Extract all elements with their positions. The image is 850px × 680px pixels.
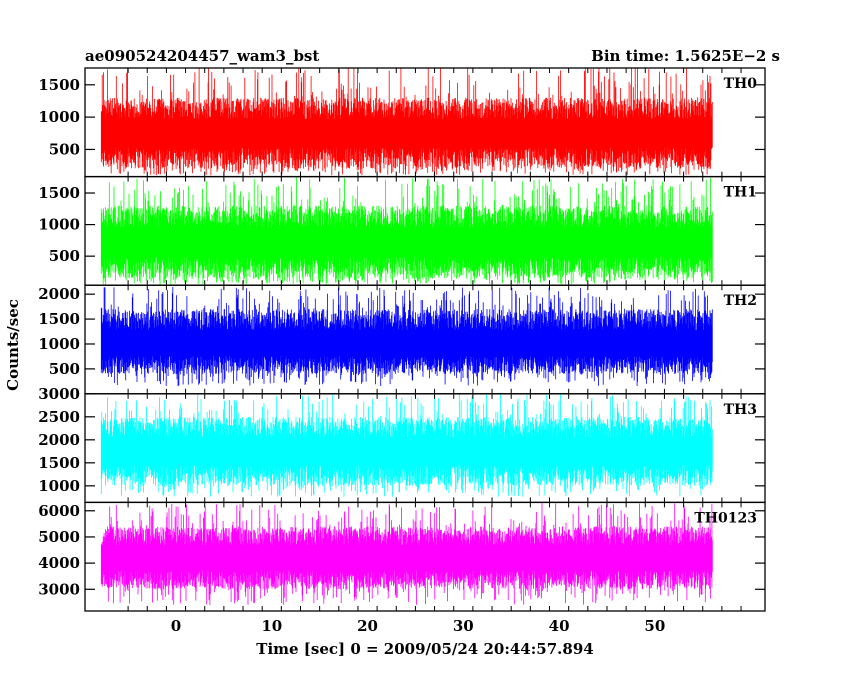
y-tick-label: 500: [49, 247, 80, 265]
panel-th1: 500 1000 1500 TH1: [38, 175, 766, 286]
y-tick-label: 1000: [38, 108, 80, 126]
panel-frame: [84, 501, 766, 612]
x-axis: 0 10 20 30 40 50: [171, 617, 666, 635]
bin-time-label: Bin time: 1.5625E−2 s: [591, 47, 780, 65]
x-tick-label: 20: [357, 617, 378, 635]
series-trace-th0123: [100, 502, 713, 605]
x-tick-label: 40: [549, 617, 570, 635]
y-tick-label: 3000: [38, 580, 80, 598]
panel-th0123: 3000 4000 5000 6000 TH0123: [38, 501, 766, 612]
series-label-th0123: TH0123: [694, 510, 757, 526]
y-tick-label: 500: [49, 140, 80, 158]
x-tick-label: 10: [261, 617, 282, 635]
y-tick-label: 1000: [38, 216, 80, 234]
series-trace-th2: [100, 287, 713, 387]
series-trace-th1: [100, 177, 713, 285]
y-tick-label: 500: [49, 360, 80, 378]
panel-th0: 500 1000 1500 TH0: [38, 67, 766, 178]
y-tick-label: 2000: [38, 431, 80, 449]
chart-title: ae090524204457_wam3_bst: [85, 47, 319, 65]
y-tick-label: 1500: [38, 76, 80, 94]
series-trace-th0: [100, 68, 713, 176]
y-tick-label: 1000: [38, 335, 80, 353]
x-tick-label: 0: [171, 617, 181, 635]
panels-group: 500 1000 1500 TH0 500 1000 1500 TH1 500 1000 1500 2…: [38, 67, 766, 612]
panel-th2: 500 1000 1500 2000 TH2: [38, 284, 766, 395]
y-tick-label: 4000: [38, 554, 80, 572]
series-label-th2: TH2: [724, 293, 757, 309]
series-label-th0: TH0: [724, 76, 758, 92]
y-tick-label: 5000: [38, 528, 80, 546]
y-tick-label: 2000: [38, 285, 80, 303]
panel-th3: 1000 1500 2000 2500 3000 TH3: [38, 385, 766, 504]
series-label-th3: TH3: [724, 402, 757, 418]
y-tick-label: 2500: [38, 408, 80, 426]
x-axis-label: Time [sec] 0 = 2009/05/24 20:44:57.894: [256, 640, 593, 658]
y-tick-label: 1500: [38, 310, 80, 328]
y-tick-label: 1000: [38, 477, 80, 495]
x-tick-label: 30: [453, 617, 474, 635]
y-tick-label: 1500: [38, 454, 80, 472]
series-label-th1: TH1: [724, 185, 757, 201]
y-tick-label: 3000: [38, 385, 80, 403]
y-tick-label: 6000: [38, 502, 80, 520]
x-tick-label: 50: [644, 617, 665, 635]
y-tick-label: 1500: [38, 184, 80, 202]
y-axis-label: Counts/sec: [4, 299, 22, 391]
series-trace-th3: [100, 393, 713, 497]
